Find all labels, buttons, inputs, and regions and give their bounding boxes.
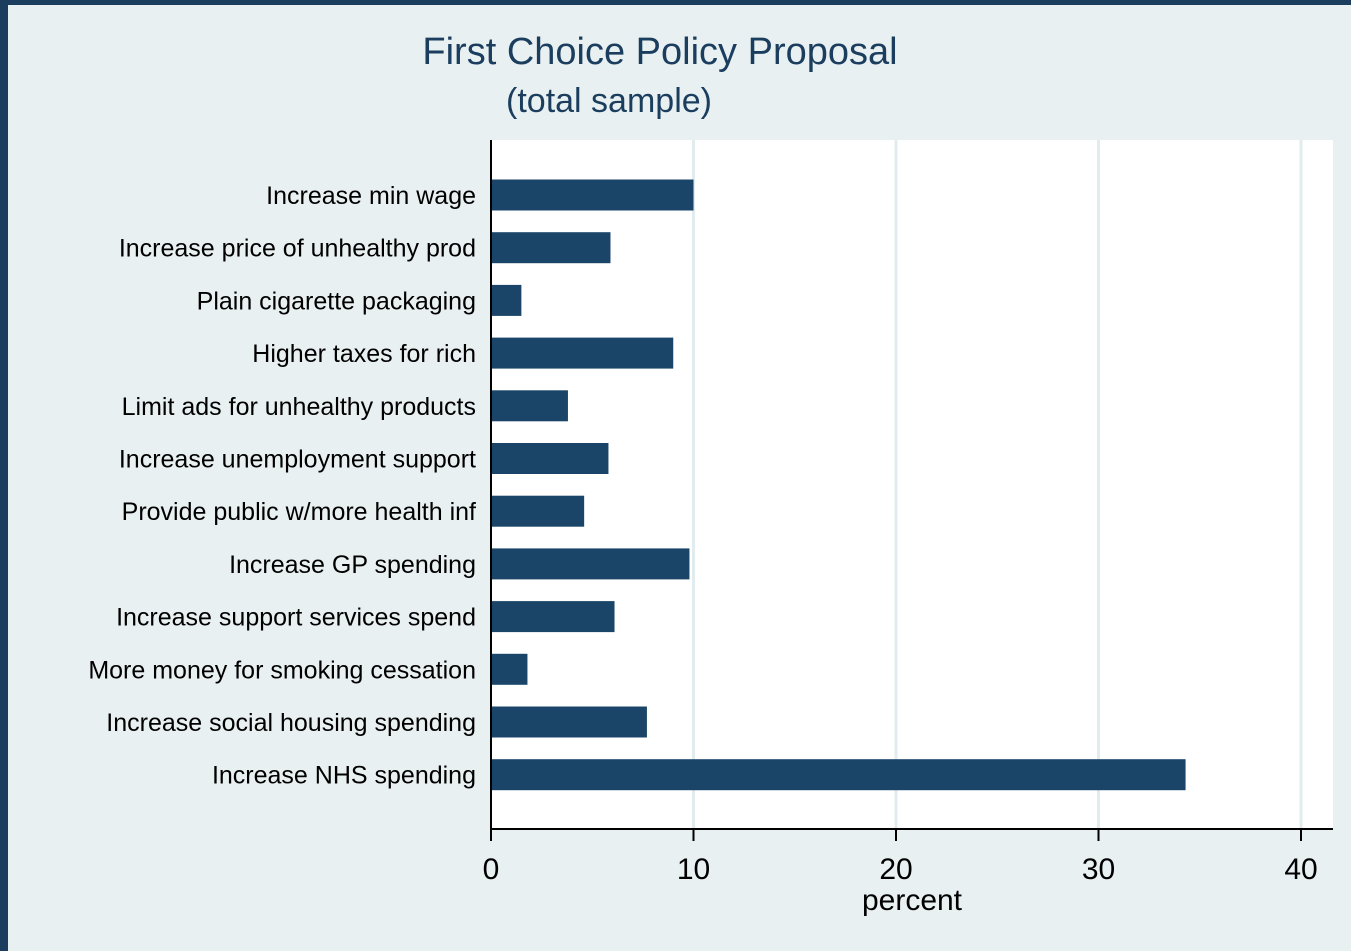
- category-label: Increase unemployment support: [119, 446, 476, 474]
- bar: [491, 443, 609, 474]
- bar: [491, 495, 585, 527]
- bar: [491, 179, 694, 211]
- category-label: Increase NHS spending: [212, 762, 476, 790]
- chart-subtitle: (total sample): [506, 82, 712, 120]
- x-tick-label: 10: [677, 853, 710, 886]
- bar: [491, 337, 674, 369]
- category-label: Increase support services spend: [116, 604, 476, 632]
- category-label: Limit ads for unhealthy products: [122, 393, 476, 421]
- category-label: Increase GP spending: [229, 551, 476, 579]
- category-label: Provide public w/more health inf: [122, 498, 476, 526]
- x-tick-label: 40: [1284, 853, 1317, 886]
- bar: [491, 232, 611, 264]
- bar: [491, 601, 615, 633]
- x-tick-label: 0: [483, 853, 500, 886]
- bar: [491, 390, 568, 422]
- bar: [491, 706, 647, 738]
- category-label: Higher taxes for rich: [252, 340, 476, 368]
- category-label: Increase social housing spending: [106, 709, 476, 737]
- x-tick-label: 20: [879, 853, 912, 886]
- plot-area: Increase min wage Increase price of unhea…: [88, 140, 1333, 886]
- chart-title: First Choice Policy Proposal: [422, 31, 897, 73]
- bar: [491, 548, 690, 580]
- x-axis-title: percent: [862, 884, 963, 917]
- category-label: More money for smoking cessation: [88, 656, 476, 684]
- category-label: Increase min wage: [266, 182, 476, 210]
- x-tick-label: 30: [1082, 853, 1115, 886]
- bar: [491, 759, 1186, 791]
- bar: [491, 653, 528, 685]
- bar: [491, 284, 522, 316]
- category-label: Plain cigarette packaging: [197, 287, 476, 315]
- category-label: Increase price of unhealthy prod: [119, 235, 476, 263]
